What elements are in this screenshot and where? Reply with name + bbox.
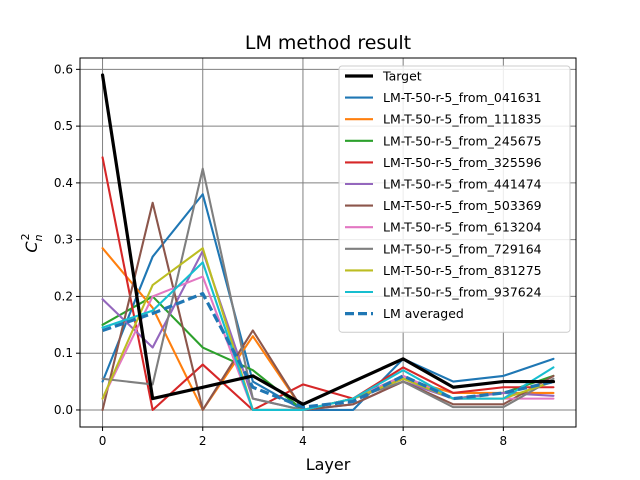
y-axis-label-base: C (22, 241, 41, 253)
legend-label: LM-T-50-r-5_from_729164 (383, 241, 542, 256)
chart-title: LM method result (245, 32, 411, 54)
y-tick-label: 0.4 (54, 176, 73, 190)
x-tick-label: 2 (199, 434, 207, 448)
y-tick-label: 0.2 (54, 289, 73, 303)
y-tick-label: 0.0 (54, 403, 73, 417)
y-axis-label-sub: n (32, 234, 45, 241)
legend-label: LM-T-50-r-5_from_245675 (383, 133, 542, 148)
legend-label: LM-T-50-r-5_from_441474 (383, 177, 542, 192)
x-tick-label: 4 (299, 434, 307, 448)
legend-label: Target (382, 69, 422, 84)
y-axis-label: Cn2 (19, 233, 45, 252)
y-tick-label: 0.1 (54, 346, 73, 360)
legend-label: LM-T-50-r-5_from_613204 (383, 220, 542, 235)
x-tick-label: 8 (500, 434, 508, 448)
series-lines (100, 73, 556, 412)
legend-label: LM-T-50-r-5_from_325596 (383, 155, 542, 170)
y-tick-label: 0.5 (54, 119, 73, 133)
axis-ticks: 0 2 4 6 8 0.0 0.1 0.2 0.3 0.4 0.5 0.6 (54, 62, 507, 448)
x-axis-label: Layer (306, 455, 351, 474)
legend-label: LM-T-50-r-5_from_041631 (383, 90, 542, 105)
legend-label: LM-T-50-r-5_from_831275 (383, 263, 542, 278)
y-tick-label: 0.6 (54, 62, 73, 76)
y-tick-label: 0.3 (54, 233, 73, 247)
legend: Target LM-T-50-r-5_from_041631 LM-T-50-r-5… (338, 65, 571, 333)
legend-label: LM-T-50-r-5_from_503369 (383, 198, 542, 213)
series-line (100, 73, 556, 406)
y-axis-label-sup: 2 (19, 233, 32, 240)
legend-box (338, 65, 571, 333)
series-line (101, 193, 555, 412)
series-line (102, 291, 554, 409)
legend-label: LM-T-50-r-5_from_111835 (383, 112, 542, 127)
legend-label: LM averaged (383, 306, 464, 321)
x-tick-label: 0 (99, 434, 107, 448)
series-line (101, 201, 555, 412)
legend-label: LM-T-50-r-5_from_937624 (383, 285, 542, 300)
x-tick-label: 6 (399, 434, 407, 448)
plot-frame (79, 57, 577, 428)
